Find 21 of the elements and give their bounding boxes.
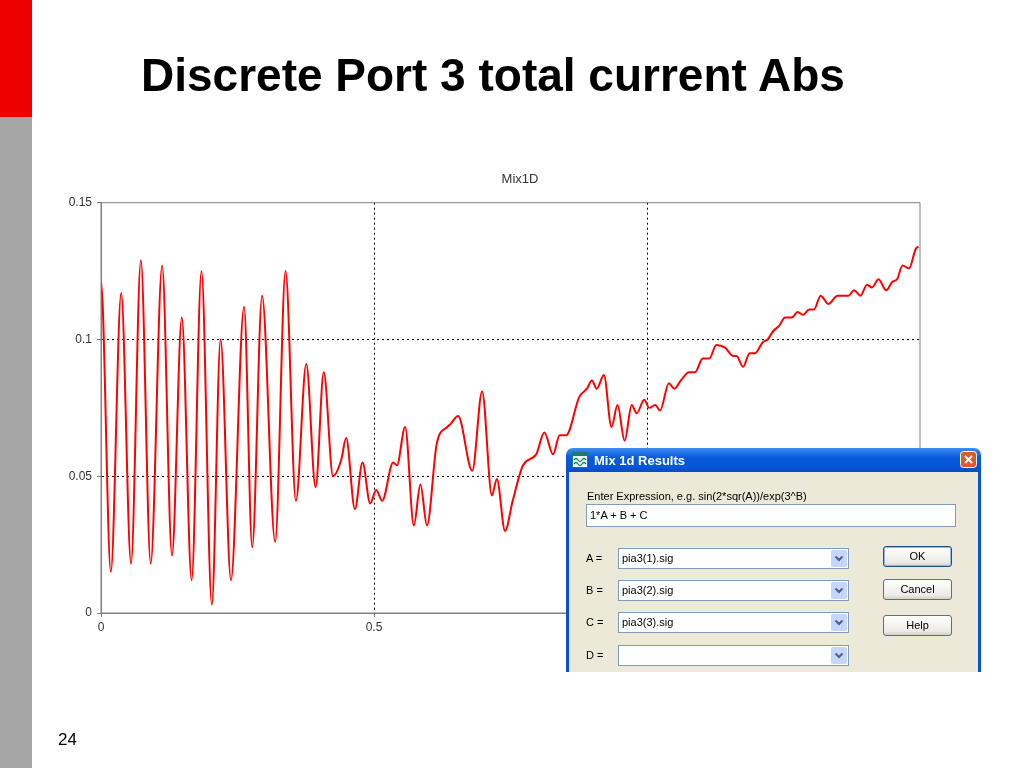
annotation: A = (586, 552, 603, 565)
annotation: Mix 1d Results (594, 453, 686, 468)
annotation: B = (586, 584, 603, 597)
text: pia3(3).sig (622, 616, 674, 628)
annotation: Enter Expression, e.g. sin(2*sqr(A))/exp(3^B) (587, 490, 807, 503)
annotation: pia3(2).sig (622, 584, 674, 597)
annotation: Cancel (899, 583, 936, 596)
chart-title: Discrete Port 3 total current Abs (141, 49, 845, 101)
y-tick-label: 0.15 (68, 195, 93, 210)
annotation: OK (908, 550, 927, 563)
annotation: 1*A + B + C (590, 509, 648, 522)
text: C = (586, 616, 604, 628)
y-tick-label: 0 (85, 605, 93, 620)
y-tick-label: 0.1 (75, 331, 93, 346)
annotation: pia3(1).sig (622, 552, 674, 565)
text: D = (586, 649, 604, 661)
y-tick-label: 0.05 (68, 468, 93, 483)
chart-subtitle: Mix1D (500, 171, 540, 186)
x-tick-label: 0.5 (365, 619, 383, 634)
text: Help (906, 619, 929, 631)
text: 24 (58, 730, 77, 749)
